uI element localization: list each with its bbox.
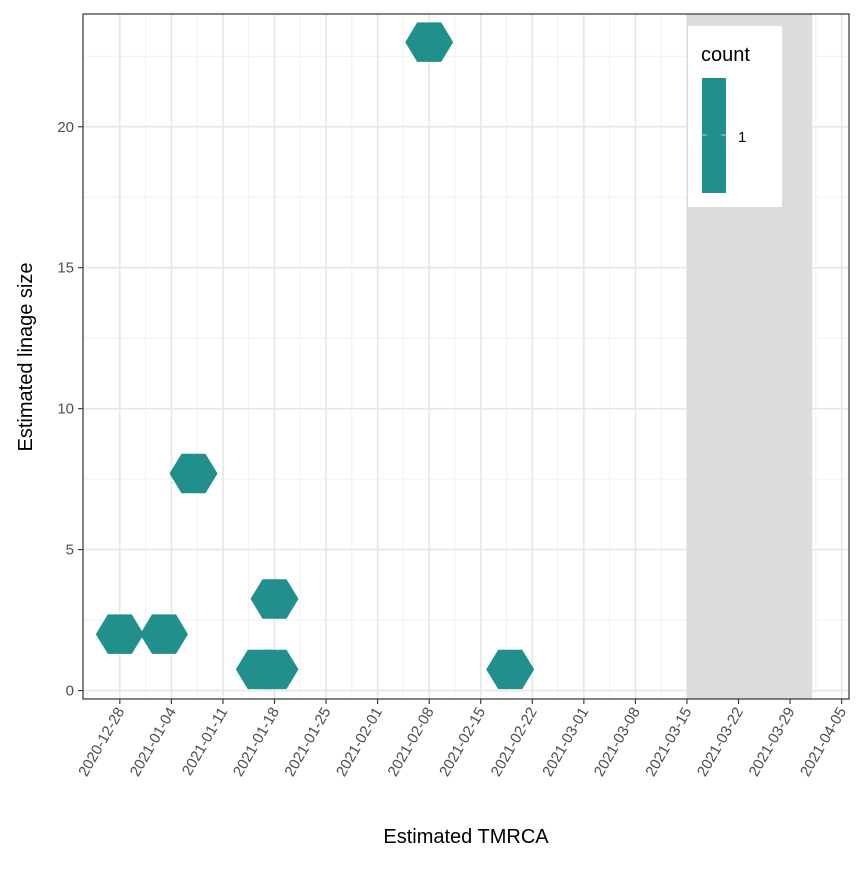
y-axis-title: Estimated linage size: [15, 263, 37, 452]
hex-bin: [95, 614, 144, 654]
hex-bin: [140, 614, 188, 654]
hex-bin: [250, 579, 299, 619]
hex-bin: [486, 649, 535, 690]
hex-bin: [250, 649, 299, 690]
hex-layer: [95, 22, 535, 690]
hex-bin: [405, 22, 454, 62]
legend: count 1: [688, 26, 782, 207]
y-tick-label: 5: [66, 542, 74, 559]
hex-bin: [169, 453, 218, 494]
y-tick-label: 0: [66, 683, 74, 700]
x-axis-title: Estimated TMRCA: [383, 826, 549, 848]
panel-border: [82, 13, 850, 700]
y-tick-label: 10: [57, 401, 74, 418]
y-tick-label: 15: [57, 260, 74, 277]
y-tick-label: 20: [57, 119, 74, 136]
legend-title: count: [701, 44, 750, 66]
legend-label: 1: [738, 129, 746, 146]
